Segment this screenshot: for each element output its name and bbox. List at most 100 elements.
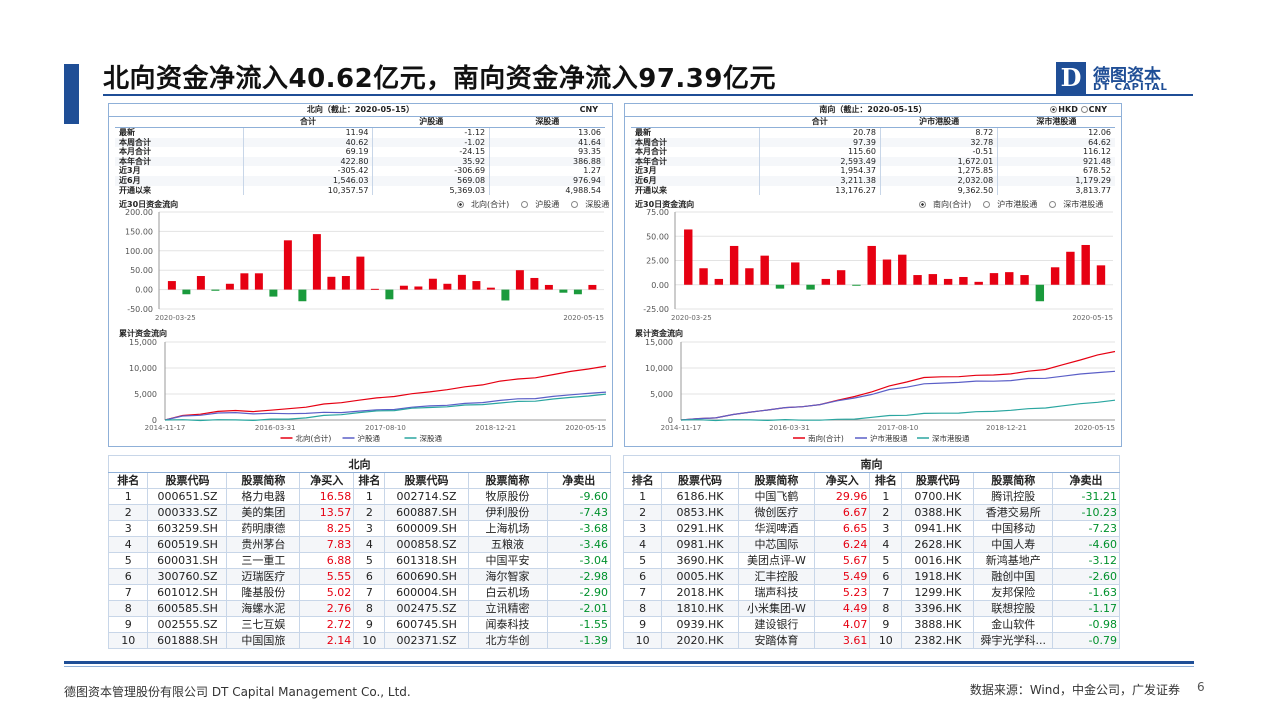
- north-rank-header-row: 排名 股票代码 股票简称 净买入 排名 股票代码 股票简称 净卖出: [109, 473, 611, 489]
- south-header-text: 南向（截止：2020-05-15）: [819, 105, 926, 114]
- south-panel-header: 南向（截止：2020-05-15） HKD CNY: [625, 104, 1121, 117]
- radio-icon[interactable]: [1049, 201, 1056, 208]
- south-bar-bar: [745, 268, 753, 284]
- north-bar-bar: [371, 289, 379, 290]
- north-bar-bar: [226, 284, 234, 290]
- north-rank-row[interactable]: 10 601888.SH 中国国旅 2.14 10 002371.SZ 北方华创 -1.39: [109, 633, 611, 649]
- south-rank-net-sell-cell: -7.23: [1053, 521, 1120, 537]
- south-rank-row[interactable]: 6 0005.HK 汇丰控股 5.49 6 1918.HK 融创中国 -2.60: [624, 569, 1120, 585]
- south-cf-row: 本年合计 2,593.49 1,672.01 921.48: [631, 157, 1115, 167]
- south-rank-stock-name-cell: 联想控股: [974, 601, 1053, 617]
- south-bar-bar: [684, 229, 692, 284]
- south-currency-toggle[interactable]: HKD CNY: [1050, 104, 1107, 116]
- south-rank-stock-code-cell: 0005.HK: [662, 569, 738, 585]
- north-rank-stock-name-cell: 海螺水泥: [227, 601, 300, 617]
- north-cf-row-label: 开通以来: [115, 186, 243, 196]
- north-cf-row: 本年合计 422.80 35.92 386.88: [115, 157, 605, 167]
- south-rank-stock-name-cell: 香港交易所: [974, 505, 1053, 521]
- south-rank-col-header: 净买入: [815, 473, 870, 489]
- south-rank-col-header: 股票简称: [738, 473, 814, 489]
- south-cf-cell: 20.78: [759, 128, 880, 138]
- north-rank-stock-name-cell: 迈瑞医疗: [227, 569, 300, 585]
- south-rank-rank-cell: 10: [870, 633, 902, 649]
- south-top10-table: 南向 排名 股票代码 股票简称 净买入 排名 股票代码 股票简称 净卖出 1 6186.HK 中国飞鹤…: [623, 455, 1120, 649]
- north-rank-net-sell-cell: -7.43: [547, 505, 610, 521]
- north-line-legend-label: 深股通: [420, 433, 443, 443]
- north-rank-row[interactable]: 3 603259.SH 药明康德 8.25 3 600009.SH 上海机场 -3.68: [109, 521, 611, 537]
- south-cf-row: 本月合计 115.60 -0.51 116.12: [631, 147, 1115, 157]
- south-capital-flow-table: 合计 沪市港股通 深市港股通 最新 20.78 8.72 12.06 本周合计 97.39 32.…: [631, 117, 1115, 195]
- south-rank-rank-cell: 9: [870, 617, 902, 633]
- south-rank-net-sell-cell: -1.17: [1053, 601, 1120, 617]
- south-rank-stock-code-cell: 1918.HK: [902, 569, 974, 585]
- south-line-series-line: [681, 371, 1115, 420]
- south-cf-col-header: 合计: [759, 117, 880, 128]
- north-cf-cell: 10,357.57: [243, 186, 373, 196]
- north-panel-header: 北向（截止：2020-05-15） CNY: [109, 104, 612, 117]
- north-rank-row[interactable]: 4 600519.SH 贵州茅台 7.83 4 000858.SZ 五粮液 -3.46: [109, 537, 611, 553]
- radio-icon[interactable]: [457, 201, 464, 208]
- south-rank-stock-code-cell: 1299.HK: [902, 585, 974, 601]
- south-rank-row[interactable]: 1 6186.HK 中国飞鹤 29.96 1 0700.HK 腾讯控股 -31.21: [624, 489, 1120, 505]
- north-rank-rank-cell: 10: [354, 633, 385, 649]
- cny-radio-icon[interactable]: [1081, 106, 1088, 113]
- north-rank-row[interactable]: 5 600031.SH 三一重工 6.88 5 601318.SH 中国平安 -3.04: [109, 553, 611, 569]
- south-rank-row[interactable]: 7 2018.HK 瑞声科技 5.23 7 1299.HK 友邦保险 -1.63: [624, 585, 1120, 601]
- radio-icon[interactable]: [919, 201, 926, 208]
- south-bar-bar: [974, 282, 982, 285]
- south-rank-rank-cell: 3: [870, 521, 902, 537]
- south-rank-stock-code-cell: 0016.HK: [902, 553, 974, 569]
- north-rank-stock-code-cell: 000333.SZ: [148, 505, 227, 521]
- south-rank-row[interactable]: 3 0291.HK 华润啤酒 6.65 3 0941.HK 中国移动 -7.23: [624, 521, 1120, 537]
- south-cf-cell: 3,211.38: [759, 176, 880, 186]
- south-rank-row[interactable]: 5 3690.HK 美团点评-W 5.67 5 0016.HK 新鸿基地产 -3.12: [624, 553, 1120, 569]
- south-rank-stock-name-cell: 华润啤酒: [738, 521, 814, 537]
- south-rank-col-header: 股票代码: [902, 473, 974, 489]
- south-bar-bar: [822, 279, 830, 285]
- north-rank-rank-cell: 5: [109, 553, 148, 569]
- radio-icon[interactable]: [983, 201, 990, 208]
- south-rank-row[interactable]: 10 2020.HK 安踏体育 3.61 10 2382.HK 舜宇光学科... -0.79: [624, 633, 1120, 649]
- north-cf-cell: 35.92: [373, 157, 490, 167]
- north-rank-row[interactable]: 9 002555.SZ 三七互娱 2.72 9 600745.SH 闻泰科技 -1.55: [109, 617, 611, 633]
- radio-icon[interactable]: [521, 201, 528, 208]
- north-header-text: 北向（截止：2020-05-15）: [307, 105, 414, 114]
- north-rank-row[interactable]: 8 600585.SH 海螺水泥 2.76 8 002475.SZ 立讯精密 -2.01: [109, 601, 611, 617]
- north-bar-bar: [197, 276, 205, 290]
- south-panel: 南向（截止：2020-05-15） HKD CNY 合计 沪市港股通 深市港股通 最新…: [624, 103, 1122, 447]
- north-bar-bar: [182, 290, 190, 295]
- cny-option-label[interactable]: CNY: [1089, 105, 1107, 114]
- footer-divider: [64, 661, 1194, 664]
- north-cf-cell: 41.64: [490, 138, 605, 148]
- south-rank-stock-name-cell: 融创中国: [974, 569, 1053, 585]
- north-cf-row: 近6月 1,546.03 569.08 976.94: [115, 176, 605, 186]
- north-rank-net-sell-cell: -3.46: [547, 537, 610, 553]
- north-rank-rank-cell: 1: [354, 489, 385, 505]
- north-cf-cell: 13.06: [490, 128, 605, 138]
- south-rank-rank-cell: 3: [624, 521, 662, 537]
- north-rank-stock-code-cell: 300760.SZ: [148, 569, 227, 585]
- radio-icon[interactable]: [571, 201, 578, 208]
- north-cf-cell: 4,988.54: [490, 186, 605, 196]
- south-rank-row[interactable]: 2 0853.HK 微创医疗 6.67 2 0388.HK 香港交易所 -10.23: [624, 505, 1120, 521]
- north-rank-row[interactable]: 1 000651.SZ 格力电器 16.58 1 002714.SZ 牧原股份 -9.60: [109, 489, 611, 505]
- north-rank-row[interactable]: 2 000333.SZ 美的集团 13.57 2 600887.SH 伊利股份 -7.43: [109, 505, 611, 521]
- north-cf-row: 开通以来 10,357.57 5,369.03 4,988.54: [115, 186, 605, 196]
- south-rank-stock-code-cell: 0939.HK: [662, 617, 738, 633]
- south-rank-col-header: 股票简称: [974, 473, 1053, 489]
- north-rank-net-buy-cell: 2.72: [300, 617, 354, 633]
- hkd-option-label[interactable]: HKD: [1058, 105, 1078, 114]
- north-rank-stock-code-cell: 600009.SH: [385, 521, 468, 537]
- north-rank-stock-name-cell: 中国国旅: [227, 633, 300, 649]
- south-rank-row[interactable]: 4 0981.HK 中芯国际 6.24 4 2628.HK 中国人寿 -4.60: [624, 537, 1120, 553]
- hkd-radio-icon[interactable]: [1050, 106, 1057, 113]
- north-rank-stock-code-cell: 601888.SH: [148, 633, 227, 649]
- north-rank-row[interactable]: 7 601012.SH 隆基股份 5.02 7 600004.SH 白云机场 -2.90: [109, 585, 611, 601]
- south-rank-row[interactable]: 8 1810.HK 小米集团-W 4.49 8 3396.HK 联想控股 -1.17: [624, 601, 1120, 617]
- north-rank-stock-code-cell: 601318.SH: [385, 553, 468, 569]
- south-bar-bar: [791, 262, 799, 284]
- north-rank-rank-cell: 7: [354, 585, 385, 601]
- north-rank-row[interactable]: 6 300760.SZ 迈瑞医疗 5.55 6 600690.SH 海尔智家 -2.98: [109, 569, 611, 585]
- north-rank-net-buy-cell: 8.25: [300, 521, 354, 537]
- south-rank-row[interactable]: 9 0939.HK 建设银行 4.07 9 3888.HK 金山软件 -0.98: [624, 617, 1120, 633]
